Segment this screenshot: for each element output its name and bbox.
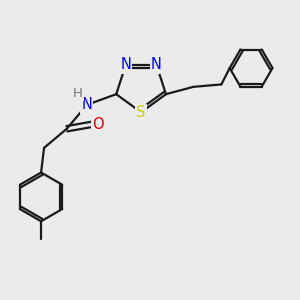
- Text: O: O: [92, 117, 104, 132]
- Text: N: N: [81, 98, 92, 112]
- Text: S: S: [136, 105, 146, 120]
- Text: H: H: [73, 87, 83, 100]
- Text: N: N: [120, 57, 131, 72]
- Text: N: N: [151, 57, 162, 72]
